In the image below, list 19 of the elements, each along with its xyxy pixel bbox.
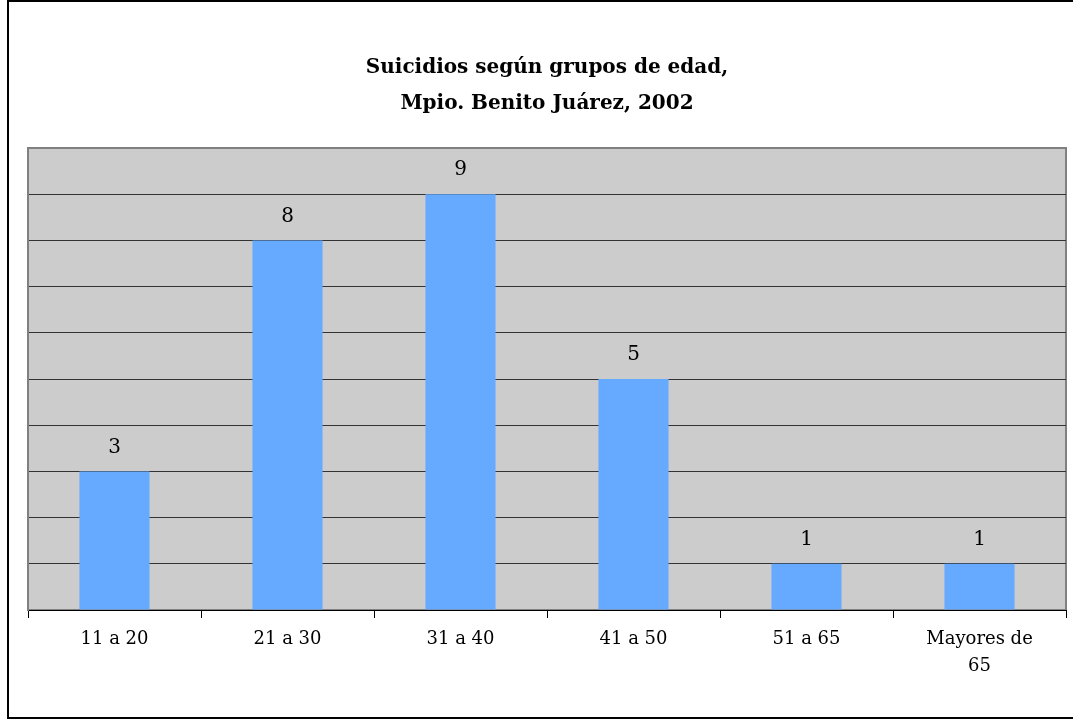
data-label: 9	[454, 156, 467, 181]
bar	[598, 379, 669, 610]
x-tick-label: 51 a 65	[772, 627, 841, 649]
x-tick-label: Mayores de 65	[926, 627, 1033, 676]
bar	[252, 240, 323, 610]
data-label: 5	[627, 341, 640, 366]
bar	[771, 563, 842, 610]
chart-title: Suicidios según grupos de edad, Mpio. Benito Juárez, 2002	[365, 54, 729, 115]
data-label: 8	[281, 202, 294, 227]
x-tick-label: 31 a 40	[426, 627, 495, 649]
data-label: 1	[973, 526, 986, 550]
data-label: 1	[800, 526, 813, 550]
x-tick-label: 21 a 30	[253, 627, 322, 649]
bar	[944, 563, 1015, 610]
x-tick-label: 11 a 20	[80, 627, 149, 649]
data-label: 3	[108, 433, 121, 458]
bar	[425, 194, 496, 610]
bar	[79, 471, 150, 610]
x-tick-label: 41 a 50	[599, 627, 668, 649]
